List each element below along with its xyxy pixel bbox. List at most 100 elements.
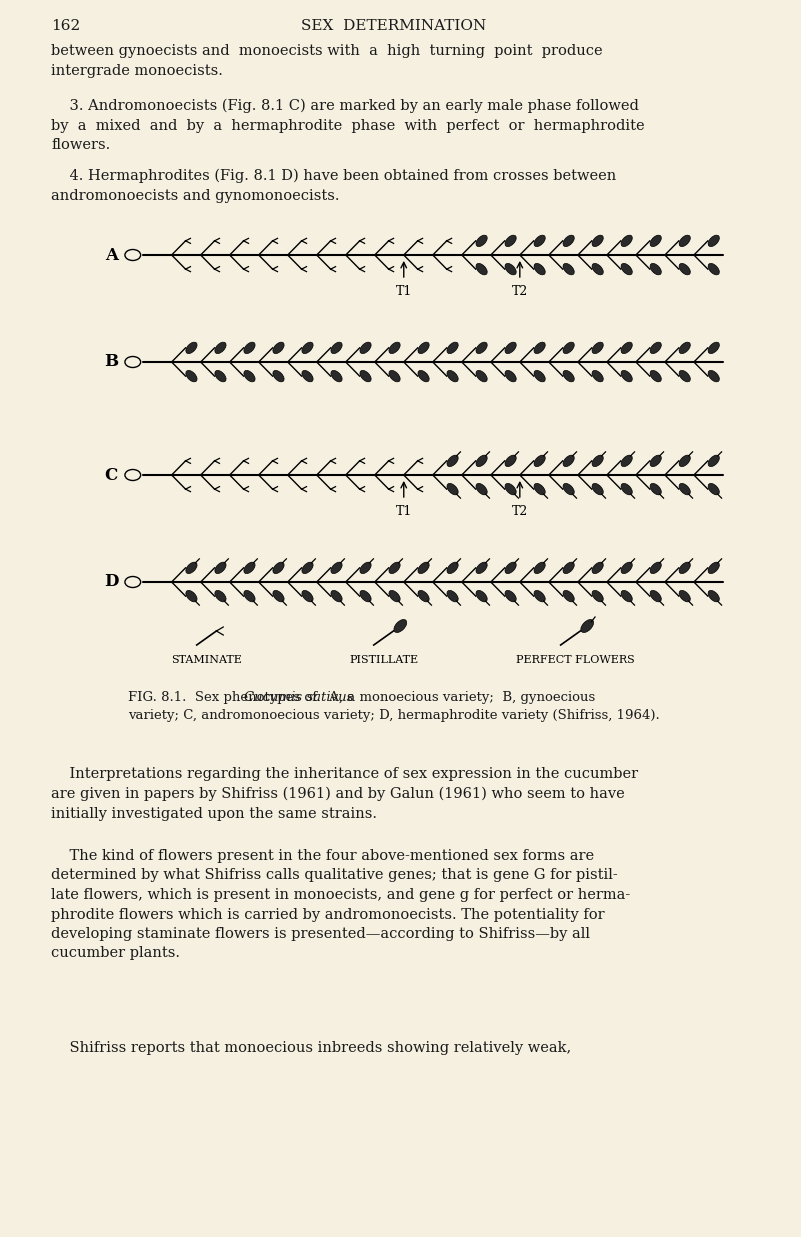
Ellipse shape <box>534 455 545 466</box>
Ellipse shape <box>447 590 458 602</box>
Ellipse shape <box>186 343 197 354</box>
Text: Shifriss reports that monoecious inbreeds showing relatively weak,: Shifriss reports that monoecious inbreed… <box>51 1042 571 1055</box>
Ellipse shape <box>581 620 594 632</box>
Ellipse shape <box>650 235 662 246</box>
Ellipse shape <box>679 455 690 466</box>
Ellipse shape <box>360 343 371 354</box>
Ellipse shape <box>476 455 487 466</box>
Ellipse shape <box>244 562 255 574</box>
Ellipse shape <box>534 590 545 602</box>
Ellipse shape <box>447 484 458 495</box>
Ellipse shape <box>708 343 719 354</box>
Ellipse shape <box>331 343 342 354</box>
Ellipse shape <box>476 370 487 382</box>
Ellipse shape <box>505 455 516 466</box>
Ellipse shape <box>447 562 458 574</box>
Text: C: C <box>104 466 118 484</box>
Text: 4. Hermaphrodites (Fig. 8.1 D) have been obtained from crosses between
andromono: 4. Hermaphrodites (Fig. 8.1 D) have been… <box>51 169 617 203</box>
Ellipse shape <box>708 263 719 275</box>
Ellipse shape <box>679 562 690 574</box>
Ellipse shape <box>650 484 662 495</box>
Ellipse shape <box>708 370 719 382</box>
Ellipse shape <box>650 590 662 602</box>
Ellipse shape <box>389 562 400 574</box>
Text: T1: T1 <box>396 285 412 298</box>
Ellipse shape <box>505 235 516 246</box>
Ellipse shape <box>563 370 574 382</box>
Ellipse shape <box>563 562 574 574</box>
Text: STAMINATE: STAMINATE <box>171 656 242 666</box>
Ellipse shape <box>418 562 429 574</box>
Ellipse shape <box>476 263 487 275</box>
Ellipse shape <box>592 590 603 602</box>
Ellipse shape <box>534 343 545 354</box>
Ellipse shape <box>650 263 662 275</box>
Ellipse shape <box>621 343 632 354</box>
Ellipse shape <box>650 343 662 354</box>
Ellipse shape <box>302 562 313 574</box>
Ellipse shape <box>476 562 487 574</box>
Ellipse shape <box>563 235 574 246</box>
Ellipse shape <box>476 484 487 495</box>
Ellipse shape <box>273 370 284 382</box>
Ellipse shape <box>592 484 603 495</box>
Text: 162: 162 <box>51 19 80 33</box>
Ellipse shape <box>592 370 603 382</box>
Ellipse shape <box>215 562 226 574</box>
Text: D: D <box>104 574 119 590</box>
Ellipse shape <box>331 590 342 602</box>
Ellipse shape <box>708 235 719 246</box>
Ellipse shape <box>244 590 255 602</box>
Ellipse shape <box>360 590 371 602</box>
Ellipse shape <box>186 562 197 574</box>
Text: Cucumis sativus: Cucumis sativus <box>244 691 353 704</box>
Ellipse shape <box>360 370 371 382</box>
Ellipse shape <box>244 343 255 354</box>
Ellipse shape <box>679 370 690 382</box>
Ellipse shape <box>302 590 313 602</box>
Ellipse shape <box>302 370 313 382</box>
Ellipse shape <box>592 263 603 275</box>
Ellipse shape <box>563 343 574 354</box>
Ellipse shape <box>679 263 690 275</box>
Ellipse shape <box>592 455 603 466</box>
Text: T1: T1 <box>396 505 412 518</box>
Ellipse shape <box>650 455 662 466</box>
Ellipse shape <box>331 370 342 382</box>
Text: B: B <box>104 354 119 371</box>
Text: 3. Andromonoecists (Fig. 8.1 C) are marked by an early male phase followed
by  a: 3. Andromonoecists (Fig. 8.1 C) are mark… <box>51 99 645 152</box>
Ellipse shape <box>273 590 284 602</box>
Ellipse shape <box>273 343 284 354</box>
Ellipse shape <box>534 370 545 382</box>
Ellipse shape <box>389 343 400 354</box>
Ellipse shape <box>621 484 632 495</box>
Ellipse shape <box>394 620 407 632</box>
Ellipse shape <box>447 370 458 382</box>
Ellipse shape <box>679 343 690 354</box>
Ellipse shape <box>621 263 632 275</box>
Ellipse shape <box>505 370 516 382</box>
Ellipse shape <box>331 562 342 574</box>
Ellipse shape <box>505 263 516 275</box>
Text: A, a monoecious variety;  B, gynoecious: A, a monoecious variety; B, gynoecious <box>324 691 595 704</box>
Ellipse shape <box>534 235 545 246</box>
Text: PISTILLATE: PISTILLATE <box>349 656 418 666</box>
Ellipse shape <box>621 590 632 602</box>
Ellipse shape <box>650 370 662 382</box>
Text: A: A <box>105 246 118 263</box>
Ellipse shape <box>563 484 574 495</box>
Ellipse shape <box>505 484 516 495</box>
Ellipse shape <box>418 343 429 354</box>
Text: FIG. 8.1.  Sex phenotypes of: FIG. 8.1. Sex phenotypes of <box>128 691 321 704</box>
Ellipse shape <box>708 590 719 602</box>
Ellipse shape <box>708 484 719 495</box>
Ellipse shape <box>708 562 719 574</box>
Ellipse shape <box>476 590 487 602</box>
Ellipse shape <box>186 590 197 602</box>
Ellipse shape <box>215 590 226 602</box>
Ellipse shape <box>244 370 255 382</box>
Ellipse shape <box>592 562 603 574</box>
Ellipse shape <box>534 263 545 275</box>
Ellipse shape <box>273 562 284 574</box>
Ellipse shape <box>215 370 226 382</box>
